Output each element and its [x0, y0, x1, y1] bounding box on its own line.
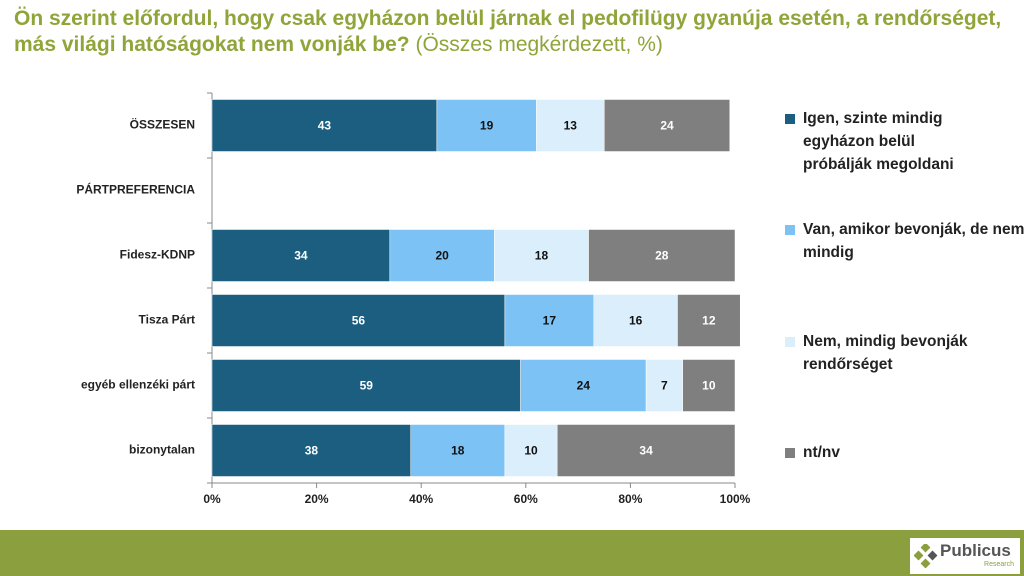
- legend-item: nt/nv: [785, 441, 1024, 464]
- bar-segment: [211, 99, 438, 152]
- bar-segment: [677, 294, 741, 347]
- bar-segment: [645, 359, 683, 412]
- bar-segment: [410, 424, 506, 477]
- value-label: 24: [660, 119, 674, 133]
- chart-title: Ön szerint előfordul, hogy csak egyházon…: [14, 7, 1002, 56]
- legend-item: Igen, szinte mindig egyházon belül próbá…: [785, 107, 983, 176]
- bar-segment: [556, 424, 736, 477]
- legend-swatch: [785, 225, 795, 235]
- value-label: 43: [318, 119, 332, 133]
- bar-segment: [389, 229, 495, 282]
- legend-swatch: [785, 337, 795, 347]
- bar-segment: [504, 294, 595, 347]
- legend-item: Van, amikor bevonják, de nem mindig: [785, 218, 1024, 264]
- legend-swatch: [785, 114, 795, 124]
- bar-segment: [588, 229, 736, 282]
- logo-icon: [914, 544, 938, 568]
- bar-segment: [211, 424, 411, 477]
- y-tick-label: PÁRTPREFERENCIA: [76, 182, 195, 197]
- legend-swatch: [785, 448, 795, 458]
- value-label: 17: [543, 314, 557, 328]
- value-label: 10: [702, 379, 716, 393]
- legend-label: Igen, szinte mindig egyházon belül próbá…: [803, 110, 954, 173]
- value-label: 38: [305, 444, 319, 458]
- bar-segment: [436, 99, 537, 152]
- legend-label: Nem, mindig bevonják rendőrséget: [803, 333, 968, 373]
- x-tick-label: 40%: [409, 492, 433, 506]
- value-label: 24: [577, 379, 591, 393]
- y-tick-label: egyéb ellenzéki párt: [81, 378, 195, 392]
- title-block: Ön szerint előfordul, hogy csak egyházon…: [14, 6, 1014, 58]
- bar-segment: [211, 294, 506, 347]
- value-label: 19: [480, 119, 494, 133]
- x-tick-label: 20%: [305, 492, 329, 506]
- bar-segment: [593, 294, 678, 347]
- y-tick-label: Fidesz-KDNP: [120, 248, 195, 262]
- x-tick-label: 0%: [203, 492, 221, 506]
- value-label: 7: [661, 379, 668, 393]
- value-label: 34: [294, 249, 308, 263]
- logo-subtext: Research: [984, 561, 1014, 568]
- chart-subtitle: (Összes megkérdezett, %): [415, 33, 663, 56]
- bar-segment: [604, 99, 731, 152]
- logo-text: Publicus: [940, 541, 1011, 560]
- value-label: 18: [535, 249, 549, 263]
- value-label: 16: [629, 314, 643, 328]
- value-label: 56: [352, 314, 366, 328]
- x-tick-label: 60%: [514, 492, 538, 506]
- value-label: 10: [524, 444, 538, 458]
- value-label: 12: [702, 314, 716, 328]
- legend-item: Nem, mindig bevonják rendőrséget: [785, 330, 1003, 376]
- legend-label: Van, amikor bevonják, de nem mindig: [803, 221, 1024, 261]
- bar-segment: [536, 99, 605, 152]
- logo: Publicus Research: [910, 538, 1020, 574]
- x-tick-label: 100%: [720, 492, 751, 506]
- value-label: 28: [655, 249, 669, 263]
- y-tick-label: bizonytalan: [129, 443, 195, 457]
- bar-segment: [682, 359, 736, 412]
- value-label: 20: [435, 249, 449, 263]
- value-label: 13: [564, 119, 578, 133]
- x-tick-label: 80%: [618, 492, 642, 506]
- legend-label: nt/nv: [803, 444, 841, 461]
- bar-segment: [504, 424, 558, 477]
- value-label: 18: [451, 444, 465, 458]
- y-tick-label: ÖSSZESEN: [130, 117, 195, 132]
- value-label: 34: [639, 444, 653, 458]
- value-label: 59: [360, 379, 374, 393]
- bar-segment: [520, 359, 647, 412]
- bar-segment: [211, 229, 391, 282]
- bar-segment: [211, 359, 521, 412]
- y-tick-label: Tisza Párt: [139, 313, 195, 327]
- chart: 0% 20% 40% 60% 80% 100% ÖSSZESEN 43 19 13 24 PÁRTPR…: [76, 92, 751, 506]
- footer-band: [0, 530, 1024, 576]
